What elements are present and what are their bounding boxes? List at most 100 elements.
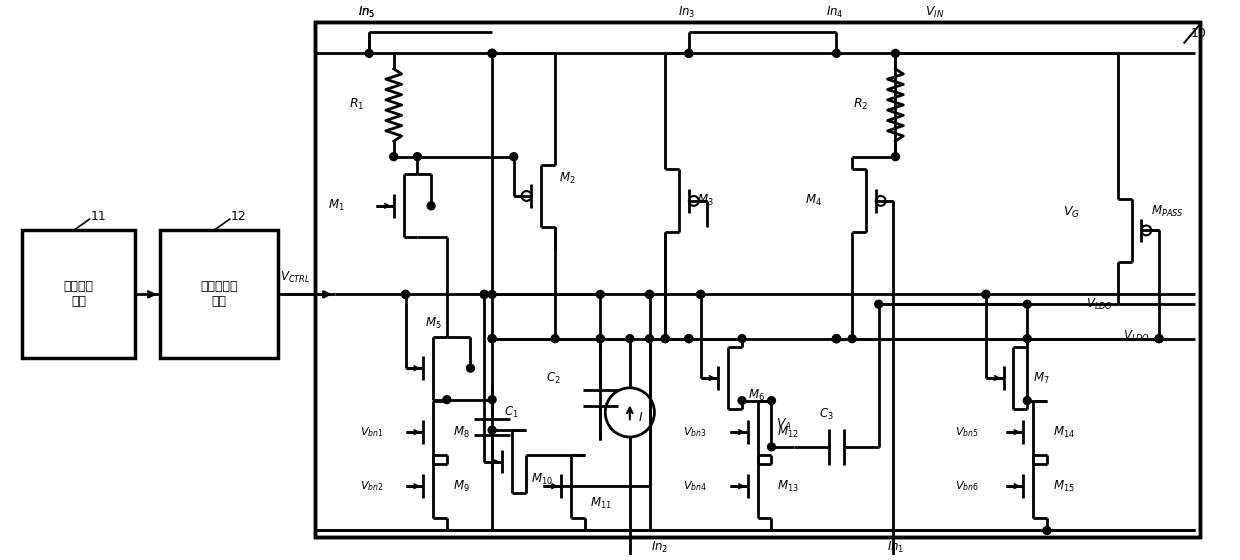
Text: 11: 11 bbox=[91, 209, 105, 222]
Text: $V_{bn2}$: $V_{bn2}$ bbox=[361, 479, 384, 493]
Circle shape bbox=[684, 335, 693, 343]
Text: $V_{CTRL}$: $V_{CTRL}$ bbox=[280, 269, 310, 284]
Circle shape bbox=[768, 443, 775, 451]
Circle shape bbox=[402, 291, 409, 298]
Text: $M_4$: $M_4$ bbox=[805, 193, 822, 208]
Circle shape bbox=[551, 335, 559, 343]
Circle shape bbox=[738, 396, 746, 404]
Circle shape bbox=[646, 335, 653, 343]
Text: $M_{12}$: $M_{12}$ bbox=[777, 424, 800, 440]
Circle shape bbox=[874, 300, 883, 308]
Circle shape bbox=[596, 291, 604, 298]
Text: $In_4$: $In_4$ bbox=[826, 5, 843, 20]
Circle shape bbox=[832, 49, 841, 57]
Circle shape bbox=[832, 335, 841, 343]
Text: $M_3$: $M_3$ bbox=[697, 193, 713, 208]
Circle shape bbox=[892, 49, 899, 57]
Text: 控制电压产
生器: 控制电压产 生器 bbox=[200, 281, 237, 309]
Circle shape bbox=[832, 335, 841, 343]
Circle shape bbox=[646, 291, 653, 298]
Circle shape bbox=[389, 153, 398, 161]
Text: $V_G$: $V_G$ bbox=[1064, 205, 1080, 220]
Text: 10: 10 bbox=[1190, 27, 1207, 40]
Text: $In_1$: $In_1$ bbox=[887, 540, 904, 556]
Text: $M_5$: $M_5$ bbox=[425, 316, 441, 331]
Circle shape bbox=[596, 335, 604, 343]
Text: $M_{13}$: $M_{13}$ bbox=[777, 479, 800, 494]
Circle shape bbox=[1023, 300, 1032, 308]
Text: $C_1$: $C_1$ bbox=[503, 405, 518, 420]
Circle shape bbox=[626, 335, 634, 343]
Text: $M_9$: $M_9$ bbox=[453, 479, 470, 494]
Text: $M_2$: $M_2$ bbox=[559, 171, 575, 186]
Circle shape bbox=[413, 153, 422, 161]
Circle shape bbox=[510, 153, 517, 161]
Text: 带隙基准
电路: 带隙基准 电路 bbox=[63, 281, 93, 309]
Text: $M_{PASS}$: $M_{PASS}$ bbox=[1151, 203, 1184, 218]
Circle shape bbox=[684, 49, 693, 57]
Text: $M_8$: $M_8$ bbox=[453, 424, 470, 440]
Text: 12: 12 bbox=[231, 209, 247, 222]
Circle shape bbox=[489, 49, 496, 57]
Circle shape bbox=[1023, 396, 1032, 404]
Text: $M_7$: $M_7$ bbox=[1033, 370, 1050, 385]
Text: $M_{14}$: $M_{14}$ bbox=[1053, 424, 1075, 440]
Text: $M_{11}$: $M_{11}$ bbox=[590, 496, 613, 511]
Text: $V_{bn4}$: $V_{bn4}$ bbox=[682, 479, 707, 493]
Text: $M_{10}$: $M_{10}$ bbox=[532, 472, 553, 487]
Text: $In_5$: $In_5$ bbox=[358, 5, 376, 20]
Circle shape bbox=[596, 335, 604, 343]
Bar bbox=[160, 230, 278, 358]
Circle shape bbox=[697, 291, 704, 298]
Circle shape bbox=[489, 49, 496, 57]
Circle shape bbox=[1156, 335, 1163, 343]
Circle shape bbox=[489, 291, 496, 298]
Text: $R_1$: $R_1$ bbox=[348, 97, 365, 112]
Circle shape bbox=[480, 291, 489, 298]
Circle shape bbox=[366, 49, 373, 57]
Circle shape bbox=[848, 335, 856, 343]
Text: $In_2$: $In_2$ bbox=[651, 540, 668, 556]
Circle shape bbox=[489, 335, 496, 343]
Text: $I$: $I$ bbox=[637, 411, 644, 424]
Text: $In_5$: $In_5$ bbox=[358, 5, 376, 20]
Text: $V_{LDO}$: $V_{LDO}$ bbox=[1122, 329, 1149, 344]
Circle shape bbox=[697, 291, 704, 298]
Circle shape bbox=[982, 291, 990, 298]
Circle shape bbox=[443, 396, 451, 404]
Circle shape bbox=[768, 396, 775, 404]
Text: $R_2$: $R_2$ bbox=[853, 97, 868, 112]
Circle shape bbox=[489, 396, 496, 404]
Text: $C_3$: $C_3$ bbox=[818, 407, 833, 422]
Text: $M_1$: $M_1$ bbox=[327, 198, 345, 213]
Text: $M_6$: $M_6$ bbox=[748, 388, 765, 403]
Circle shape bbox=[646, 291, 653, 298]
Circle shape bbox=[428, 202, 435, 210]
Circle shape bbox=[892, 153, 899, 161]
Circle shape bbox=[489, 49, 496, 57]
Circle shape bbox=[1043, 526, 1050, 534]
Text: $V_{bn1}$: $V_{bn1}$ bbox=[360, 425, 384, 439]
Bar bbox=[315, 22, 1200, 538]
Text: $V_A$: $V_A$ bbox=[776, 417, 792, 432]
Text: $V_{LDO}$: $V_{LDO}$ bbox=[1086, 297, 1112, 312]
Text: $V_{bn5}$: $V_{bn5}$ bbox=[955, 425, 980, 439]
Circle shape bbox=[466, 364, 475, 372]
Bar bbox=[315, 22, 1200, 538]
Circle shape bbox=[832, 335, 841, 343]
Text: $V_{IN}$: $V_{IN}$ bbox=[925, 5, 945, 20]
Circle shape bbox=[684, 49, 693, 57]
Circle shape bbox=[480, 291, 489, 298]
Text: $M_{15}$: $M_{15}$ bbox=[1053, 479, 1075, 494]
Text: $V_{bn3}$: $V_{bn3}$ bbox=[683, 425, 707, 439]
Circle shape bbox=[402, 291, 409, 298]
Bar bbox=[22, 230, 135, 358]
Circle shape bbox=[661, 335, 670, 343]
Text: $In_3$: $In_3$ bbox=[678, 5, 696, 20]
Circle shape bbox=[1023, 335, 1032, 343]
Circle shape bbox=[684, 335, 693, 343]
Text: $V_{bn6}$: $V_{bn6}$ bbox=[955, 479, 980, 493]
Text: $C_2$: $C_2$ bbox=[546, 370, 560, 385]
Circle shape bbox=[982, 291, 990, 298]
Circle shape bbox=[738, 335, 746, 343]
